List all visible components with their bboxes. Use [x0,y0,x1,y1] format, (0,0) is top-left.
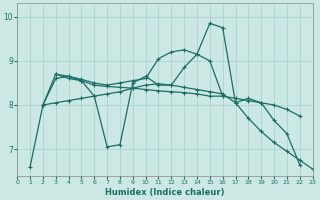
X-axis label: Humidex (Indice chaleur): Humidex (Indice chaleur) [105,188,225,197]
